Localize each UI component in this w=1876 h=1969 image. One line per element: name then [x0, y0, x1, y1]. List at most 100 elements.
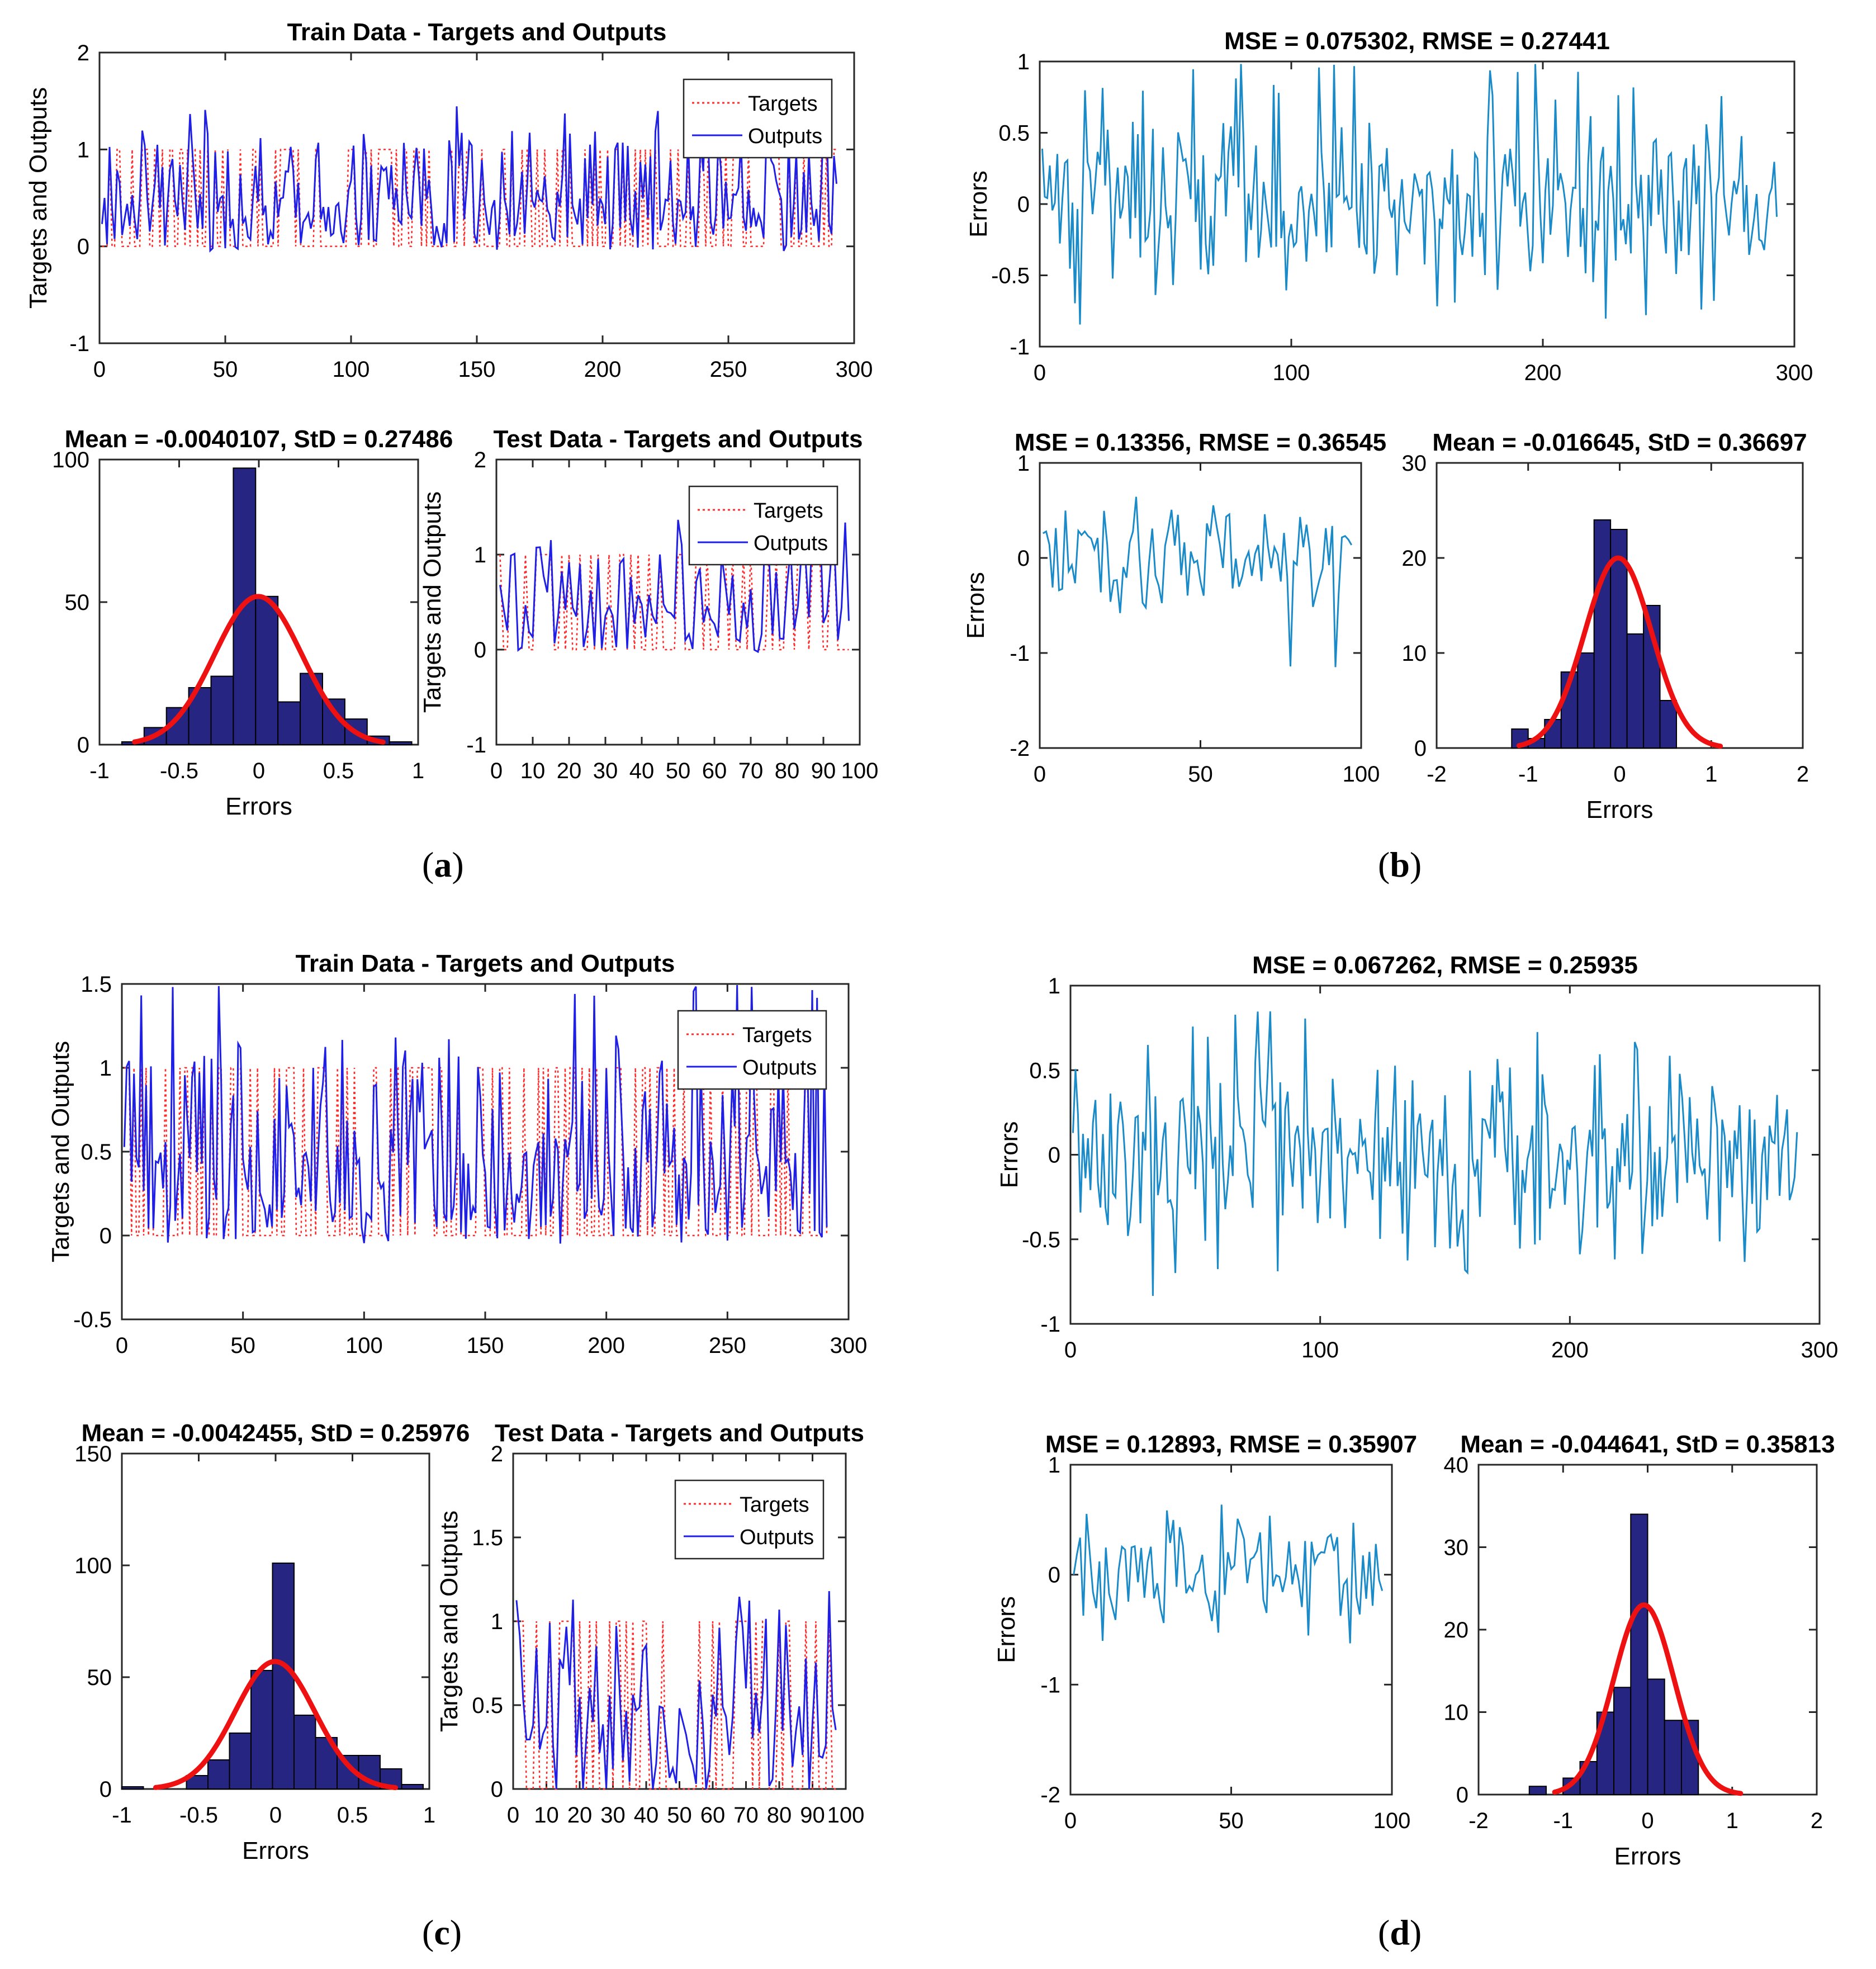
chart-b-histogram-hist-bar-9 — [1659, 700, 1678, 749]
chart-b-histogram-xtick-label-4: 2 — [1797, 762, 1809, 787]
chart-c-histogram-hist-bar-8 — [293, 1715, 316, 1790]
chart-d-errors-ytick-label-1: -1 — [1040, 1673, 1060, 1697]
chart-d-targets-outputs-xtick-label-4: 40 — [634, 1803, 659, 1828]
chart-d-histogram-xtick-label-1: -1 — [1553, 1809, 1573, 1833]
chart-a-errors-xtick-label-3: 300 — [1776, 361, 1813, 385]
chart-d-targets-outputs-ylabel: Targets and Outputs — [435, 1511, 463, 1732]
chart-a-errors-errors-series — [1041, 64, 1778, 325]
chart-c-errors-errors-series — [1072, 1011, 1798, 1296]
chart-b-errors-ytick-label-0: -2 — [1010, 736, 1030, 761]
chart-d-targets-outputs-legend-targets-label: Targets — [740, 1493, 809, 1517]
chart-d-errors-xtick-label-1: 50 — [1219, 1809, 1244, 1833]
chart-d-histogram-hist-bar-6 — [1630, 1513, 1648, 1795]
chart-a-histogram-hist-bar-12 — [389, 741, 413, 746]
chart-b-errors-xtick-label-0: 0 — [1034, 762, 1046, 787]
chart-a-histogram-xlabel: Errors — [225, 793, 292, 820]
chart-b-errors-plot-frame — [1039, 462, 1362, 749]
chart-c-targets-outputs-legend-box — [677, 1010, 827, 1090]
chart-d-errors-title: MSE = 0.12893, RMSE = 0.35907 — [1045, 1431, 1417, 1458]
chart-a-histogram-ytick-label-2: 100 — [52, 448, 89, 472]
chart-a-histogram-xtick-label-0: -1 — [89, 759, 110, 783]
chart-c-errors-ytick-label-3: 0.5 — [1029, 1058, 1060, 1083]
chart-d-targets-outputs-ytick-label-1: 0.5 — [472, 1693, 503, 1718]
chart-b-errors-ytick-label-1: -1 — [1010, 641, 1030, 666]
chart-c-histogram-xtick-label-0: -1 — [112, 1803, 132, 1828]
panel-label-d: (d) — [1378, 1913, 1422, 1952]
chart-a-targets-outputs-xtick-label-6: 300 — [836, 357, 873, 382]
chart-d-histogram-ytick-label-0: 0 — [1456, 1783, 1468, 1807]
chart-b-histogram-hist-bar-7 — [1626, 633, 1645, 749]
chart-d-errors-xtick-label-0: 0 — [1064, 1809, 1077, 1833]
chart-a-histogram-hist-bar-4 — [210, 675, 234, 745]
chart-a-targets-outputs-legend-outputs-label: Outputs — [748, 125, 822, 148]
chart-a-histogram-title: Mean = -0.0040107, StD = 0.27486 — [65, 425, 453, 453]
chart-d-errors-ylabel: Errors — [993, 1596, 1020, 1663]
chart-a-histogram-xtick-label-1: -0.5 — [160, 759, 198, 783]
chart-c-histogram-normal-fit-curve — [153, 1659, 398, 1791]
chart-c-targets-outputs-ytick-label-1: 0 — [100, 1224, 112, 1248]
chart-c-errors-ytick-label-1: -0.5 — [1022, 1228, 1060, 1252]
chart-b-histogram-normal-fit-curve — [1516, 555, 1723, 749]
chart-a-errors-ytick-label-4: 1 — [1017, 50, 1030, 74]
chart-b-targets-outputs-xtick-label-0: 0 — [490, 759, 503, 783]
chart-c-targets-outputs-xtick-label-0: 0 — [116, 1333, 128, 1358]
chart-a-errors-ylabel: Errors — [965, 171, 992, 238]
chart-c-targets-outputs-xtick-label-6: 300 — [830, 1333, 868, 1358]
chart-b-targets-outputs-xtick-label-10: 100 — [841, 759, 879, 783]
chart-d-targets-outputs-legend-box — [674, 1479, 825, 1560]
chart-a-errors-title: MSE = 0.075302, RMSE = 0.27441 — [1224, 27, 1610, 55]
chart-d-histogram-xtick-label-3: 1 — [1726, 1809, 1738, 1833]
chart-d-targets-outputs-ytick-label-3: 1.5 — [472, 1526, 503, 1550]
chart-b-targets-outputs-xtick-label-6: 60 — [702, 759, 727, 783]
chart-d-targets-outputs-legend: Targets Outputs — [674, 1479, 825, 1560]
chart-c-targets-outputs-legend: Targets Outputs — [677, 1010, 827, 1090]
chart-a-targets-outputs-ytick-label-2: 1 — [77, 138, 89, 162]
chart-b-targets-outputs-xtick-label-3: 30 — [593, 759, 618, 783]
chart-c-targets-outputs-ytick-label-3: 1 — [100, 1056, 112, 1081]
chart-d-targets-outputs-xtick-label-7: 70 — [733, 1803, 759, 1828]
chart-b-targets-outputs-title: Test Data - Targets and Outputs — [494, 425, 863, 453]
chart-c-targets-outputs-targets-series — [124, 1067, 828, 1237]
chart-b-histogram-hist-bar-4 — [1577, 652, 1595, 749]
chart-b-targets-outputs-legend: Targets Outputs — [688, 485, 838, 566]
chart-d-targets-outputs-xtick-label-9: 90 — [800, 1803, 825, 1828]
panel-label-c: (c) — [422, 1913, 462, 1952]
chart-b-histogram-ytick-label-2: 20 — [1402, 546, 1427, 571]
chart-c-errors-plot-frame — [1069, 985, 1821, 1325]
chart-a-histogram-xtick-label-4: 1 — [412, 759, 424, 783]
chart-c-histogram-hist-bar-4 — [207, 1759, 230, 1790]
chart-c-targets-outputs-xtick-label-3: 150 — [467, 1333, 504, 1358]
chart-c-errors-ytick-label-0: -1 — [1040, 1312, 1060, 1337]
chart-a-targets-outputs-ylabel: Targets and Outputs — [25, 87, 52, 309]
chart-a-errors-xtick-label-1: 100 — [1273, 361, 1310, 385]
chart-a-errors-ytick-label-1: -0.5 — [991, 264, 1030, 288]
chart-b-histogram-ytick-label-1: 10 — [1402, 641, 1427, 666]
chart-b-targets-outputs-xtick-label-9: 90 — [811, 759, 836, 783]
chart-b-histogram-title: Mean = -0.016645, StD = 0.36697 — [1432, 429, 1807, 456]
chart-c-histogram-hist-bar-13 — [401, 1784, 424, 1790]
chart-c-histogram-xtick-label-2: 0 — [269, 1803, 282, 1828]
chart-c-targets-outputs-outputs-series — [123, 985, 828, 1244]
chart-b-errors-title: MSE = 0.13356, RMSE = 0.36545 — [1015, 429, 1386, 456]
chart-b-errors-errors-series — [1042, 496, 1353, 668]
chart-a-histogram-xtick-label-2: 0 — [253, 759, 265, 783]
chart-c-histogram-xlabel: Errors — [242, 1837, 309, 1864]
chart-c-histogram-xtick-label-3: 0.5 — [337, 1803, 368, 1828]
chart-b-histogram-xlabel: Errors — [1586, 796, 1654, 823]
chart-b-histogram-xtick-label-1: -1 — [1518, 762, 1538, 787]
chart-a-targets-outputs-xtick-label-3: 150 — [458, 357, 496, 382]
chart-d-histogram-xlabel: Errors — [1614, 1843, 1681, 1870]
chart-c-targets-outputs-xtick-label-4: 200 — [588, 1333, 625, 1358]
chart-d-targets-outputs-targets-series — [516, 1620, 836, 1790]
chart-c-histogram-ytick-label-0: 0 — [100, 1777, 112, 1802]
chart-b-histogram-xtick-label-2: 0 — [1613, 762, 1626, 787]
chart-d-histogram-xtick-label-2: 0 — [1641, 1809, 1654, 1833]
chart-a-histogram-hist-bar-6 — [255, 595, 279, 746]
chart-b-targets-outputs-xtick-label-2: 20 — [557, 759, 582, 783]
chart-c-errors-axes: 0 100 200 300 -1 -0.5 0 0.5 1 MSE = 0.067262, RMS… — [996, 952, 1838, 1362]
